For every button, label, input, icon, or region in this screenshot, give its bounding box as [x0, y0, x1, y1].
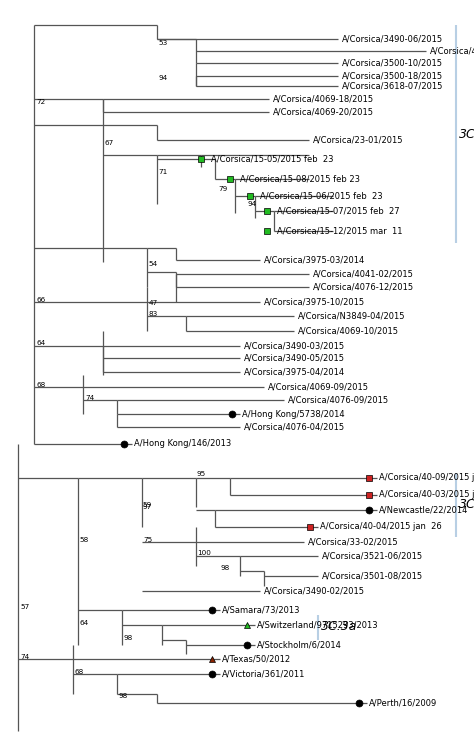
- Text: A/Samara/73/2013: A/Samara/73/2013: [222, 605, 301, 614]
- Text: 94: 94: [159, 75, 168, 81]
- Text: A/Corsica/3975-04/2014: A/Corsica/3975-04/2014: [244, 367, 345, 376]
- Text: 3C.3: 3C.3: [458, 498, 474, 511]
- Text: 98: 98: [220, 565, 229, 571]
- Text: A/Corsica/3500-18/2015: A/Corsica/3500-18/2015: [342, 72, 443, 81]
- Text: A/Corsica/4069-18/2015: A/Corsica/4069-18/2015: [273, 94, 374, 103]
- Text: 66: 66: [36, 297, 46, 303]
- Text: 67: 67: [105, 140, 114, 146]
- Text: A/Hong Kong/5738/2014: A/Hong Kong/5738/2014: [242, 410, 345, 419]
- Text: 98: 98: [123, 635, 133, 641]
- Text: 68: 68: [36, 382, 46, 388]
- Text: 68: 68: [74, 669, 83, 675]
- Text: 100: 100: [197, 550, 211, 556]
- Text: 74: 74: [20, 654, 30, 660]
- Text: A/Corsica/33-02/2015: A/Corsica/33-02/2015: [308, 537, 398, 546]
- Text: 74: 74: [85, 395, 94, 401]
- Text: A/Corsica/4076-04/2015: A/Corsica/4076-04/2015: [244, 422, 345, 431]
- Text: A/Corsica/3490-02/2015: A/Corsica/3490-02/2015: [264, 586, 365, 595]
- Text: A/Corsica/3490-03/2015: A/Corsica/3490-03/2015: [244, 341, 345, 350]
- Text: A/Corsica/15-08/2015 feb 23: A/Corsica/15-08/2015 feb 23: [240, 175, 360, 184]
- Text: 64: 64: [79, 620, 89, 626]
- Text: A/Corsica/15-05/2015 feb  23: A/Corsica/15-05/2015 feb 23: [210, 155, 333, 164]
- Text: A/Corsica/4069-09/2015: A/Corsica/4069-09/2015: [268, 383, 369, 392]
- Text: 98: 98: [118, 694, 128, 700]
- Text: A/Texas/50/2012: A/Texas/50/2012: [222, 654, 292, 663]
- Text: A/Stockholm/6/2014: A/Stockholm/6/2014: [256, 640, 341, 649]
- Text: 95: 95: [197, 471, 206, 477]
- Text: 75: 75: [143, 537, 152, 543]
- Text: A/Corsica/3521-06/2015: A/Corsica/3521-06/2015: [322, 552, 423, 561]
- Text: 3C.2a: 3C.2a: [458, 129, 474, 142]
- Text: A/Corsica/4076-09/2015: A/Corsica/4076-09/2015: [288, 395, 389, 404]
- Text: A/Corsica/15-12/2015 mar  11: A/Corsica/15-12/2015 mar 11: [277, 227, 403, 236]
- Text: A/Corsica/4076-15/2015: A/Corsica/4076-15/2015: [430, 46, 474, 55]
- Text: A/Corsica/15-06/2015 feb  23: A/Corsica/15-06/2015 feb 23: [260, 191, 382, 200]
- Text: 72: 72: [36, 99, 46, 105]
- Text: A/Corsica/40-09/2015 jan  28: A/Corsica/40-09/2015 jan 28: [379, 474, 474, 483]
- Text: A/Corsica/4041-02/2015: A/Corsica/4041-02/2015: [312, 270, 413, 279]
- Text: A/Corsica/3490-06/2015: A/Corsica/3490-06/2015: [342, 35, 443, 44]
- Text: A/Corsica/4076-12/2015: A/Corsica/4076-12/2015: [312, 282, 414, 291]
- Text: A/Hong Kong/146/2013: A/Hong Kong/146/2013: [134, 439, 231, 448]
- Text: A/Corsica/3618-07/2015: A/Corsica/3618-07/2015: [342, 81, 443, 90]
- Text: 57: 57: [20, 605, 30, 610]
- Text: A/Perth/16/2009: A/Perth/16/2009: [369, 699, 438, 708]
- Text: A/Corsica/40-03/2015 jan  28: A/Corsica/40-03/2015 jan 28: [379, 490, 474, 499]
- Text: A/Corsica/4069-10/2015: A/Corsica/4069-10/2015: [298, 327, 399, 335]
- Text: 47: 47: [149, 300, 158, 306]
- Text: A/Victoria/361/2011: A/Victoria/361/2011: [222, 669, 306, 678]
- Text: 64: 64: [36, 340, 46, 346]
- Text: A/Corsica/N3849-04/2015: A/Corsica/N3849-04/2015: [298, 312, 405, 321]
- Text: A/Corsica/3500-10/2015: A/Corsica/3500-10/2015: [342, 59, 443, 68]
- Text: 79: 79: [219, 186, 228, 192]
- Text: A/Corsica/40-04/2015 jan  26: A/Corsica/40-04/2015 jan 26: [320, 523, 442, 532]
- Text: A/Corsica/3975-03/2014: A/Corsica/3975-03/2014: [264, 256, 365, 265]
- Text: A/Corsica/3501-08/2015: A/Corsica/3501-08/2015: [322, 572, 423, 581]
- Text: A/Corsica/15-07/2015 feb  27: A/Corsica/15-07/2015 feb 27: [277, 207, 400, 216]
- Text: 83: 83: [149, 311, 158, 317]
- Text: A/Newcastle/22/2014: A/Newcastle/22/2014: [379, 506, 468, 515]
- Text: 3C.3a: 3C.3a: [321, 620, 358, 633]
- Text: A/Switzerland/9715293/2013: A/Switzerland/9715293/2013: [256, 620, 378, 630]
- Text: A/Corsica/3490-05/2015: A/Corsica/3490-05/2015: [244, 354, 345, 363]
- Text: 53: 53: [159, 40, 168, 46]
- Text: A/Corsica/4069-20/2015: A/Corsica/4069-20/2015: [273, 108, 374, 117]
- Text: 94: 94: [248, 200, 257, 206]
- Text: A/Corsica/23-01/2015: A/Corsica/23-01/2015: [312, 136, 403, 145]
- Text: 71: 71: [159, 169, 168, 175]
- Text: A/Corsica/3975-10/2015: A/Corsica/3975-10/2015: [264, 297, 365, 306]
- Text: 58: 58: [79, 537, 89, 543]
- Text: 59: 59: [143, 502, 152, 508]
- Text: 97: 97: [143, 505, 152, 511]
- Text: 54: 54: [149, 261, 158, 267]
